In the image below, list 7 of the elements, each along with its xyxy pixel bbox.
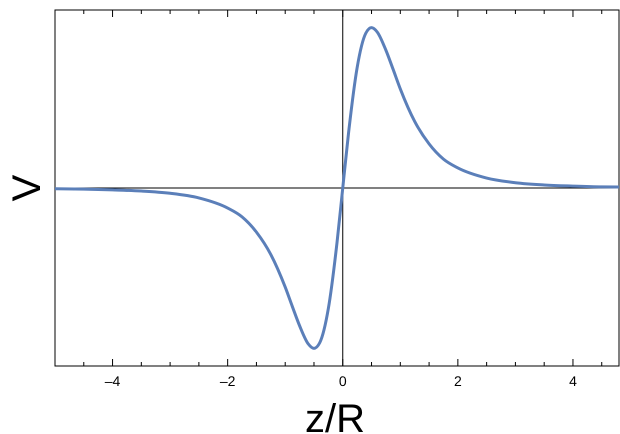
x-axis-title: z/R <box>305 397 365 434</box>
x-tick-label: 4 <box>569 372 578 389</box>
x-tick-label: 2 <box>454 372 462 389</box>
x-tick-label: 0 <box>338 372 347 389</box>
x-tick-label: –4 <box>104 372 121 389</box>
x-tick-label: –2 <box>220 372 236 389</box>
y-axis-title: V <box>5 174 49 202</box>
